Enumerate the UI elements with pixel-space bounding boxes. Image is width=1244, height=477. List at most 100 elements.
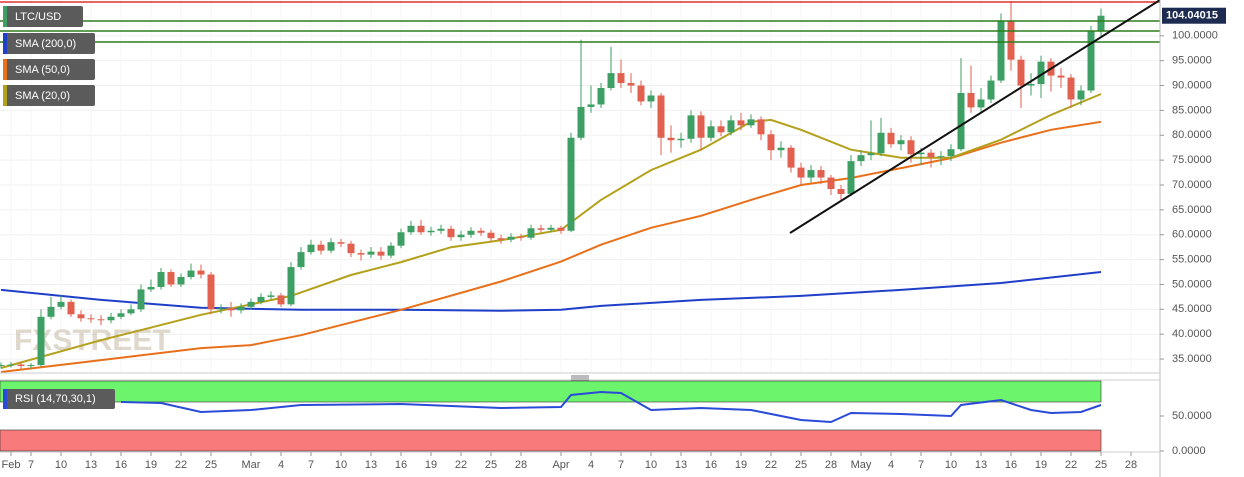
candle-body xyxy=(237,306,245,311)
y-tick-label: 75.0000 xyxy=(1172,154,1212,166)
x-tick-label: 7 xyxy=(28,459,34,471)
candle-body xyxy=(807,170,815,178)
x-tick-label: 4 xyxy=(588,459,594,471)
candle-body xyxy=(907,140,915,155)
candle-body xyxy=(247,301,255,307)
candle-body xyxy=(257,296,265,302)
axes: 35.000040.000045.000050.000055.000060.00… xyxy=(2,7,1226,471)
x-tick-label: 28 xyxy=(825,459,837,471)
legend: LTC/USD SMA (200,0) SMA (50,0) SMA (20,0) RS… xyxy=(3,6,115,409)
y-tick-label: 40.0000 xyxy=(1172,328,1212,340)
candle-body xyxy=(547,227,555,230)
x-tick-label: 16 xyxy=(115,459,127,471)
legend-item: RSI (14,70,30,1) xyxy=(3,389,115,409)
x-tick-label: 22 xyxy=(175,459,187,471)
trend-line xyxy=(789,0,1161,234)
x-tick-label: 4 xyxy=(888,459,894,471)
x-tick-label: 4 xyxy=(278,459,284,471)
legend-item: SMA (20,0) xyxy=(3,85,95,106)
candle-body xyxy=(437,228,445,231)
x-tick-label: 25 xyxy=(795,459,807,471)
x-tick-label: 28 xyxy=(1125,459,1137,471)
candle-body xyxy=(687,115,695,139)
candle-body xyxy=(757,119,765,135)
candle-body xyxy=(587,104,595,107)
legend-text: RSI (14,70,30,1) xyxy=(15,393,96,405)
candle-body xyxy=(387,245,395,256)
candle-body xyxy=(97,319,105,321)
panel-handle[interactable] xyxy=(571,375,589,381)
x-tick-label: Feb xyxy=(2,459,21,471)
candle-body xyxy=(1017,59,1025,86)
candle-body xyxy=(837,188,845,194)
candle-body xyxy=(297,252,305,268)
legend-swatch xyxy=(3,59,7,80)
candle-body xyxy=(537,228,545,230)
candle-body xyxy=(147,286,155,290)
legend-text: SMA (20,0) xyxy=(15,90,70,102)
candle-body xyxy=(967,93,975,108)
x-tick-label: 7 xyxy=(918,459,924,471)
y-tick-label: 95.0000 xyxy=(1172,55,1212,67)
candle-body xyxy=(127,309,135,314)
candle-body xyxy=(567,137,575,231)
candle-body xyxy=(937,156,945,158)
candle-body xyxy=(217,308,225,310)
candle-body xyxy=(517,236,525,238)
candle-body xyxy=(417,225,425,233)
y-tick-label: 65.0000 xyxy=(1172,204,1212,216)
candle-body xyxy=(897,140,905,145)
candle-body xyxy=(877,132,885,154)
legend-text: SMA (200,0) xyxy=(15,38,76,50)
x-tick-label: 19 xyxy=(145,459,157,471)
candle-body xyxy=(137,289,145,310)
x-tick-label: 10 xyxy=(645,459,657,471)
candle-body xyxy=(727,120,735,133)
candle-body xyxy=(167,272,175,285)
y-tick-label: 50.0000 xyxy=(1172,410,1212,422)
candle-body xyxy=(397,232,405,246)
legend-box xyxy=(3,33,95,54)
candle-body xyxy=(497,238,505,240)
candle-body xyxy=(487,232,495,239)
x-tick-label: 19 xyxy=(425,459,437,471)
y-tick-label: 45.0000 xyxy=(1172,303,1212,315)
candle-body xyxy=(767,134,775,151)
legend-swatch xyxy=(3,6,7,27)
legend-swatch xyxy=(3,85,7,106)
x-tick-label: 16 xyxy=(395,459,407,471)
rsi-band xyxy=(0,380,1102,403)
candle-body xyxy=(317,244,325,251)
legend-box xyxy=(3,6,83,27)
candle-body xyxy=(1037,61,1045,85)
legend-text: SMA (50,0) xyxy=(15,64,70,76)
candle-body xyxy=(57,301,65,307)
candle-body xyxy=(117,313,125,317)
x-tick-label: 10 xyxy=(335,459,347,471)
candle-body xyxy=(717,126,725,133)
candle-body xyxy=(197,270,205,275)
candle-body xyxy=(337,242,345,244)
candle-body xyxy=(367,251,375,255)
candle-body xyxy=(107,316,115,321)
y-tick-label: 85.0000 xyxy=(1172,104,1212,116)
candle-body xyxy=(87,318,95,320)
candle-body xyxy=(737,120,745,126)
legend-item: LTC/USD xyxy=(3,6,83,27)
x-tick-label: 16 xyxy=(1005,459,1017,471)
line xyxy=(120,390,1102,424)
legend-item: SMA (200,0) xyxy=(3,33,95,54)
x-tick-label: 28 xyxy=(515,459,527,471)
rsi-band xyxy=(0,429,1102,452)
candle-body xyxy=(207,274,215,310)
candle-body xyxy=(637,85,645,102)
legend-swatch xyxy=(3,389,7,409)
candle-body xyxy=(827,177,835,189)
candle-body xyxy=(507,236,515,240)
candle-body xyxy=(1007,20,1015,60)
candle-body xyxy=(677,138,685,141)
candle-body xyxy=(947,149,955,157)
candle-body xyxy=(597,88,605,105)
candle-body xyxy=(477,230,485,233)
x-tick-label: Mar xyxy=(242,459,261,471)
